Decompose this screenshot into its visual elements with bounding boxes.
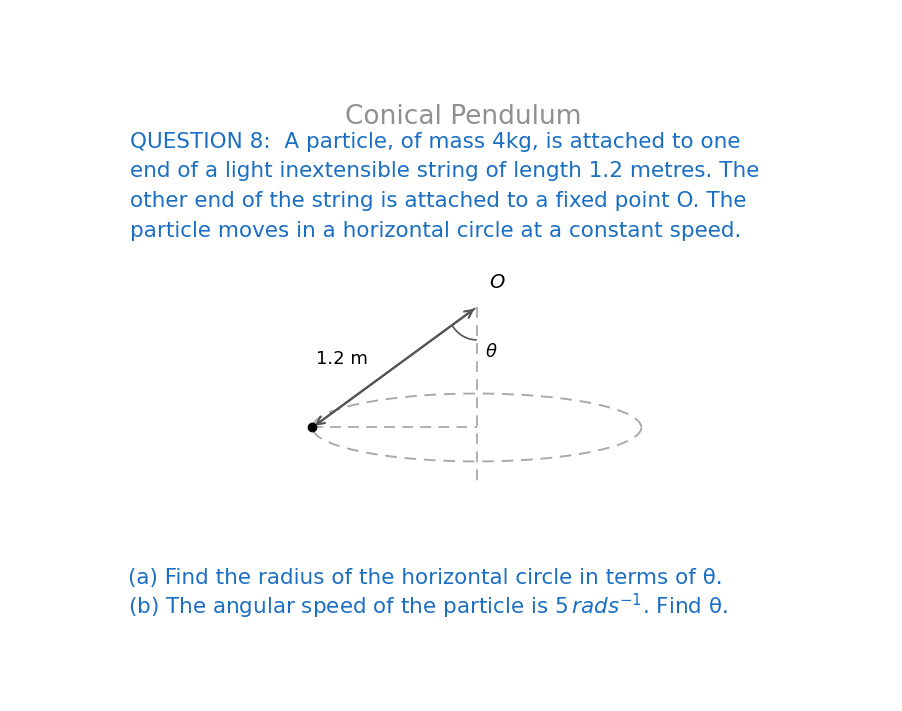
Text: QUESTION 8:  A particle, of mass 4kg, is attached to one
end of a light inextens: QUESTION 8: A particle, of mass 4kg, is … <box>130 132 759 240</box>
Text: (a) Find the radius of the horizontal circle in terms of θ.: (a) Find the radius of the horizontal ci… <box>128 568 723 588</box>
Text: Conical Pendulum: Conical Pendulum <box>345 105 580 131</box>
Text: 1.2 m: 1.2 m <box>316 350 368 368</box>
Text: θ: θ <box>484 343 495 360</box>
Text: O: O <box>489 273 504 292</box>
Text: (b) The angular speed of the particle is $5\,\mathit{rads}^{-1}$. Find θ.: (b) The angular speed of the particle is… <box>128 592 727 621</box>
